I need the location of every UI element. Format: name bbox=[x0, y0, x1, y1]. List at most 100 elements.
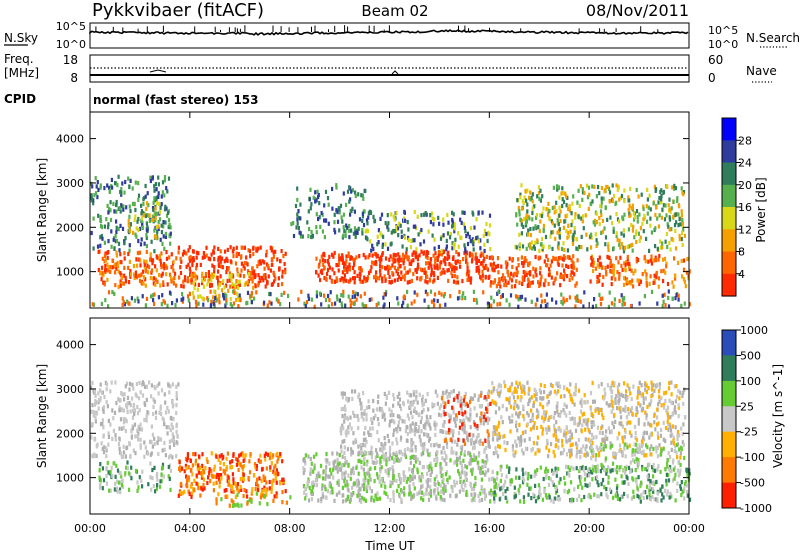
velocity-cell bbox=[490, 477, 493, 482]
power-cell bbox=[598, 272, 601, 277]
power-cell bbox=[127, 251, 130, 257]
velocity-cell bbox=[312, 454, 316, 459]
power-cell bbox=[534, 302, 537, 307]
velocity-cell bbox=[437, 412, 441, 417]
power-cell bbox=[139, 242, 143, 247]
velocity-cell bbox=[422, 445, 425, 450]
power-cell bbox=[361, 231, 364, 236]
power-cell bbox=[616, 270, 619, 275]
power-cell bbox=[348, 267, 351, 272]
velocity-cell bbox=[367, 468, 370, 473]
power-cell bbox=[448, 262, 451, 267]
velocity-cell bbox=[255, 491, 259, 496]
power-cell bbox=[472, 247, 475, 252]
power-cell bbox=[346, 269, 349, 274]
power-cell bbox=[115, 238, 118, 243]
velocity-cell bbox=[567, 465, 570, 470]
power-cell bbox=[154, 206, 157, 211]
velocity-cell bbox=[427, 497, 431, 502]
velocity-cell bbox=[674, 472, 677, 477]
power-cell bbox=[631, 203, 634, 208]
power-cell bbox=[475, 256, 479, 261]
power-cell bbox=[614, 201, 617, 207]
velocity-cell bbox=[570, 452, 573, 457]
velocity-cell bbox=[497, 483, 500, 488]
power-cell bbox=[375, 275, 378, 281]
power-cell bbox=[659, 189, 662, 195]
velocity-cell bbox=[490, 492, 493, 497]
power-cell bbox=[669, 247, 672, 252]
velocity-cell bbox=[442, 486, 445, 491]
power-cell bbox=[682, 277, 685, 282]
power-cell bbox=[569, 229, 572, 234]
velocity-cell bbox=[493, 496, 496, 501]
power-cell bbox=[529, 197, 532, 202]
velocity-cell bbox=[324, 468, 327, 474]
power-cell bbox=[232, 301, 235, 306]
velocity-cell bbox=[640, 492, 643, 498]
velocity-cell bbox=[568, 488, 571, 493]
velocity-cell bbox=[276, 451, 279, 456]
power-cell bbox=[166, 213, 169, 218]
velocity-cell bbox=[365, 417, 368, 422]
power-cell bbox=[252, 275, 255, 280]
power-cell bbox=[382, 295, 385, 300]
velocity-cell bbox=[643, 422, 646, 427]
power-cell bbox=[416, 262, 420, 267]
velocity-cell bbox=[357, 478, 360, 483]
power-cell bbox=[115, 262, 118, 267]
power-cell bbox=[611, 263, 614, 268]
power-cell bbox=[181, 252, 185, 257]
velocity-cell bbox=[506, 486, 509, 491]
power-cell bbox=[481, 263, 484, 268]
power-cell bbox=[411, 238, 415, 243]
power-cell bbox=[470, 276, 473, 281]
power-cell bbox=[399, 223, 402, 228]
velocity-cell bbox=[508, 466, 511, 471]
power-cell bbox=[520, 222, 523, 227]
velocity-cell bbox=[555, 473, 558, 478]
power-cell bbox=[561, 197, 564, 202]
power-cell bbox=[295, 225, 298, 230]
velocity-cell bbox=[578, 468, 581, 474]
power-cell bbox=[664, 239, 667, 244]
power-cell bbox=[166, 210, 170, 215]
power-cell bbox=[371, 243, 374, 248]
power-cell bbox=[149, 275, 152, 281]
power-cell bbox=[193, 286, 196, 291]
power-cell bbox=[681, 274, 684, 279]
power-cell bbox=[525, 272, 528, 277]
power-cell bbox=[201, 271, 204, 276]
power-cell bbox=[529, 233, 532, 238]
power-cell bbox=[372, 246, 375, 252]
velocity-cell bbox=[130, 429, 133, 434]
velocity-cell bbox=[623, 491, 626, 497]
velocity-cell bbox=[356, 414, 359, 419]
power-cell bbox=[361, 193, 364, 198]
velocity-cell bbox=[340, 431, 343, 436]
power-cell bbox=[233, 290, 236, 295]
power-cell bbox=[680, 186, 683, 191]
power-cell bbox=[586, 247, 589, 252]
velocity-cell bbox=[281, 490, 284, 495]
velocity-cell bbox=[226, 451, 229, 456]
power-cell bbox=[284, 267, 287, 272]
velocity-cell bbox=[315, 452, 318, 457]
power-cell bbox=[352, 290, 355, 295]
velocity-cell bbox=[586, 399, 589, 405]
velocity-cell bbox=[409, 448, 412, 453]
velocity-cell bbox=[609, 430, 612, 435]
power-cell bbox=[382, 304, 385, 309]
velocity-cell bbox=[167, 474, 170, 479]
velocity-cell bbox=[441, 393, 444, 398]
velocity-cell bbox=[231, 486, 234, 492]
velocity-cell bbox=[341, 414, 344, 419]
velocity-cell bbox=[563, 488, 566, 493]
velocity-cell bbox=[168, 439, 171, 444]
power-cell bbox=[144, 183, 147, 189]
velocity-cell bbox=[392, 468, 395, 473]
power-cell bbox=[568, 234, 571, 239]
power-cell bbox=[413, 299, 416, 304]
velocity-cell bbox=[372, 408, 375, 413]
velocity-cell bbox=[150, 440, 153, 445]
